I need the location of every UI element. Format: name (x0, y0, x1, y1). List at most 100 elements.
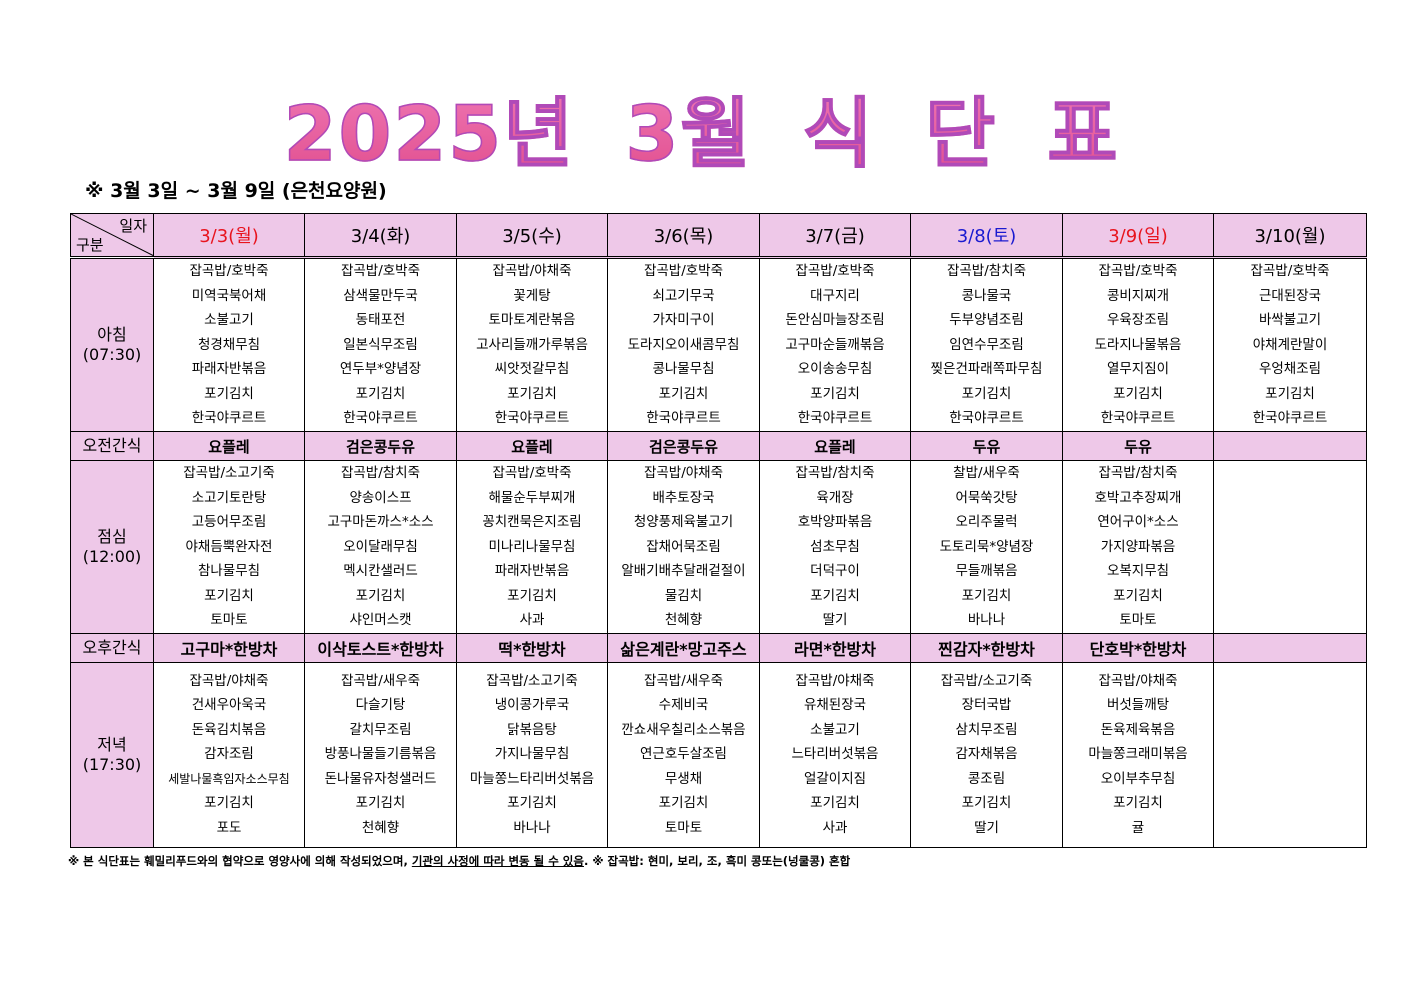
menu-item: 도토리묵*양념장 (939, 538, 1034, 555)
menu-item: 잡곡밥/호박죽 (795, 263, 875, 280)
menu-item: 무생채 (664, 770, 703, 787)
menu-item: 토마토계란볶음 (488, 312, 576, 329)
menu-item: 야채듬뿍완자전 (185, 538, 273, 555)
dinner-menu-cell: 잡곡밥/소고기죽 장터국밥 삼치무조림 감자채볶음 콩조림 포기김치 딸기 (910, 661, 1063, 848)
dinner-menu-cell: 잡곡밥/소고기죽 냉이콩가루국 닭볶음탕 가지나물무침 마늘쫑느타리버섯볶음 포기김치 바나… (456, 661, 608, 848)
menu-item: 잡곡밥/야채죽 (795, 672, 875, 689)
menu-item: 돈나물유자청샐러드 (324, 770, 437, 787)
menu-item: 한국야쿠르트 (949, 410, 1024, 427)
lunch-menu-cell: 잡곡밥/호박죽 해물순두부찌개 꽁치캔묵은지조림 미나리나물무침 파래자반볶음 포기김치 사… (456, 460, 608, 634)
menu-item: 포기김치 (961, 795, 1012, 812)
menu-item: 마늘쫑크래미볶음 (1088, 746, 1188, 763)
menu-item: 대구지리 (810, 287, 860, 304)
meal-name: 저녁 (97, 734, 127, 754)
menu-item: 방풍나물들기름볶음 (324, 746, 437, 763)
corner-cell: 일자 구분 (70, 213, 154, 259)
menu-item: 포기김치 (810, 795, 860, 812)
menu-item: 딸기 (974, 819, 999, 836)
afternoon_snack-item: 단호박*한방차 (1062, 632, 1214, 663)
breakfast-label-cell: 아침 (07:30) (70, 257, 154, 432)
menu-item: 포기김치 (507, 385, 557, 402)
header-row: 일자 구분 3/3(월) 3/4(화) 3/5(수) 3/6(목) 3/7(금) 3/8(… (70, 213, 1367, 259)
menu-item: 꽃게탕 (513, 287, 551, 304)
dinner-menu-cell: 잡곡밥/새우죽 다슬기탕 갈치무조림 방풍나물들기름볶음 돈나물유자청샐러드 포기김치 천혜… (304, 661, 457, 848)
menu-item: 포기김치 (1113, 587, 1163, 604)
menu-item: 파래자반볶음 (191, 361, 267, 378)
menu-item: 한국야쿠르트 (343, 410, 418, 427)
lunch-row: 점심 (12:00) 잡곡밥/소고기죽 소고기토란탕 고등어무조림 야채듬뿍완자전 참나물무… (70, 460, 1367, 634)
menu-item: 가지양파볶음 (1100, 538, 1176, 555)
afternoon_snack-item (1213, 632, 1367, 663)
menu-item: 갈치무조림 (349, 721, 412, 738)
lunch-menu-cell (1213, 460, 1367, 634)
day-header: 3/9(일) (1062, 213, 1214, 259)
menu-item: 한국야쿠르트 (646, 410, 721, 427)
menu-item: 잡곡밥/새우죽 (643, 672, 724, 689)
menu-item: 냉이콩가루국 (494, 697, 570, 714)
menu-item: 잡곡밥/참치죽 (340, 465, 421, 481)
lunch-menu-cell: 잡곡밥/야채죽 배추토장국 청양풍제육불고기 잡채어묵조림 알배기배추달래겉절이 물김치 천… (607, 460, 760, 634)
menu-item: 잡곡밥/소고기죽 (183, 465, 275, 481)
afternoon_snack-item: 이삭토스트*한방차 (304, 632, 457, 663)
breakfast-menu-cell: 잡곡밥/호박죽 삼색물만두국 동태포전 일본식무조림 연두부*양념장 포기김치 한국야쿠르트 (304, 257, 457, 432)
menu-item: 잡곡밥/야채죽 (643, 465, 724, 481)
menu-item: 느타리버섯볶음 (791, 746, 879, 763)
menu-item: 건새우아욱국 (191, 697, 267, 714)
menu-item: 포기김치 (355, 587, 406, 604)
corner-date-label: 일자 (119, 217, 147, 235)
date-range-subtitle: ※ 3월 3일 ~ 3월 9일 (은천요양원) (85, 180, 387, 202)
menu-item: 바나나 (513, 819, 551, 836)
page-title: 2025년 3월 식 단 표 (0, 72, 1403, 182)
menu-item: 어묵쑥갓탕 (955, 489, 1018, 506)
menu-item: 포기김치 (507, 587, 557, 604)
menu-item: 포기김치 (658, 385, 709, 402)
menu-item: 연근호두살조림 (640, 746, 727, 763)
menu-item: 한국야쿠르트 (1100, 410, 1176, 427)
menu-item: 마늘쫑느타리버섯볶음 (469, 770, 595, 787)
menu-item: 오이부추무침 (1100, 770, 1176, 787)
menu-item: 포기김치 (204, 385, 254, 402)
meal-time: (12:00) (82, 546, 142, 566)
footer-note-underlined: 기관의 사정에 따라 변동 될 수 있음 (411, 854, 584, 868)
menu-item: 고사리들깨가루볶음 (476, 336, 588, 353)
meal-time: (17:30) (82, 754, 142, 774)
menu-item: 잡곡밥/소고기죽 (486, 672, 578, 689)
diagonal-divider (71, 214, 153, 255)
afternoon_snack-item: 찐감자*한방차 (910, 632, 1063, 663)
breakfast-menu-cell: 잡곡밥/호박죽 콩비지찌개 우육장조림 도라지나물볶음 열무지짐이 포기김치 한국야쿠르트 (1062, 257, 1214, 432)
breakfast-menu-cell: 잡곡밥/호박죽 근대된장국 바싹불고기 야채계란말이 우엉채조림 포기김치 한국야쿠르트 (1213, 257, 1367, 432)
menu-item: 소불고기 (204, 312, 254, 329)
menu-item: 도라지나물볶음 (1094, 336, 1182, 353)
lunch-menu-cell: 잡곡밥/참치죽 육개장 호박양파볶음 섬초무침 더덕구이 포기김치 딸기 (759, 460, 911, 634)
menu-item: 포기김치 (204, 795, 254, 812)
menu-item: 가지나물무침 (494, 746, 570, 763)
menu-item: 더덕구이 (810, 563, 860, 579)
menu-item: 다슬기탕 (355, 697, 406, 714)
menu-item: 멕시칸샐러드 (343, 563, 418, 579)
meal-time: (07:30) (82, 345, 142, 364)
menu-item: 포기김치 (355, 795, 406, 812)
menu-item: 알배기배추달래겉절이 (621, 563, 746, 579)
menu-item: 물김치 (664, 587, 703, 604)
menu-item: 열무지짐이 (1106, 361, 1170, 378)
afternoon_snack-item: 삶은계란*망고주스 (607, 632, 760, 663)
menu-item: 사과 (519, 612, 545, 628)
menu-item: 포기김치 (961, 385, 1012, 402)
footer-note-part1: ※ 본 식단표는 훼밀리푸드와의 협약으로 영양사에 의해 작성되었으며, (68, 854, 412, 868)
lunch-label-cell: 점심 (12:00) (70, 460, 154, 634)
menu-item: 찰밥/새우죽 (953, 465, 1020, 481)
menu-item: 청양풍제육불고기 (633, 514, 734, 530)
menu-item: 해물순두부찌개 (488, 489, 576, 506)
menu-item: 삼색물만두국 (343, 287, 418, 304)
menu-item: 잡곡밥/호박죽 (1250, 263, 1330, 280)
menu-item: 씨앗젓갈무침 (494, 361, 570, 378)
menu-item: 미역국북어채 (191, 287, 267, 304)
menu-item: 한국야쿠르트 (494, 410, 570, 427)
day-header: 3/5(수) (456, 213, 608, 259)
menu-item: 토마토 (664, 819, 703, 836)
menu-item: 한국야쿠르트 (797, 410, 873, 427)
menu-item: 잡곡밥/참치죽 (795, 465, 875, 481)
morning_snack-item: 요플레 (153, 431, 305, 461)
breakfast-menu-cell: 잡곡밥/호박죽 미역국북어채 소불고기 청경채무침 파래자반볶음 포기김치 한국야쿠르트 (153, 257, 305, 432)
morning_snack-label: 오전간식 (70, 431, 154, 461)
